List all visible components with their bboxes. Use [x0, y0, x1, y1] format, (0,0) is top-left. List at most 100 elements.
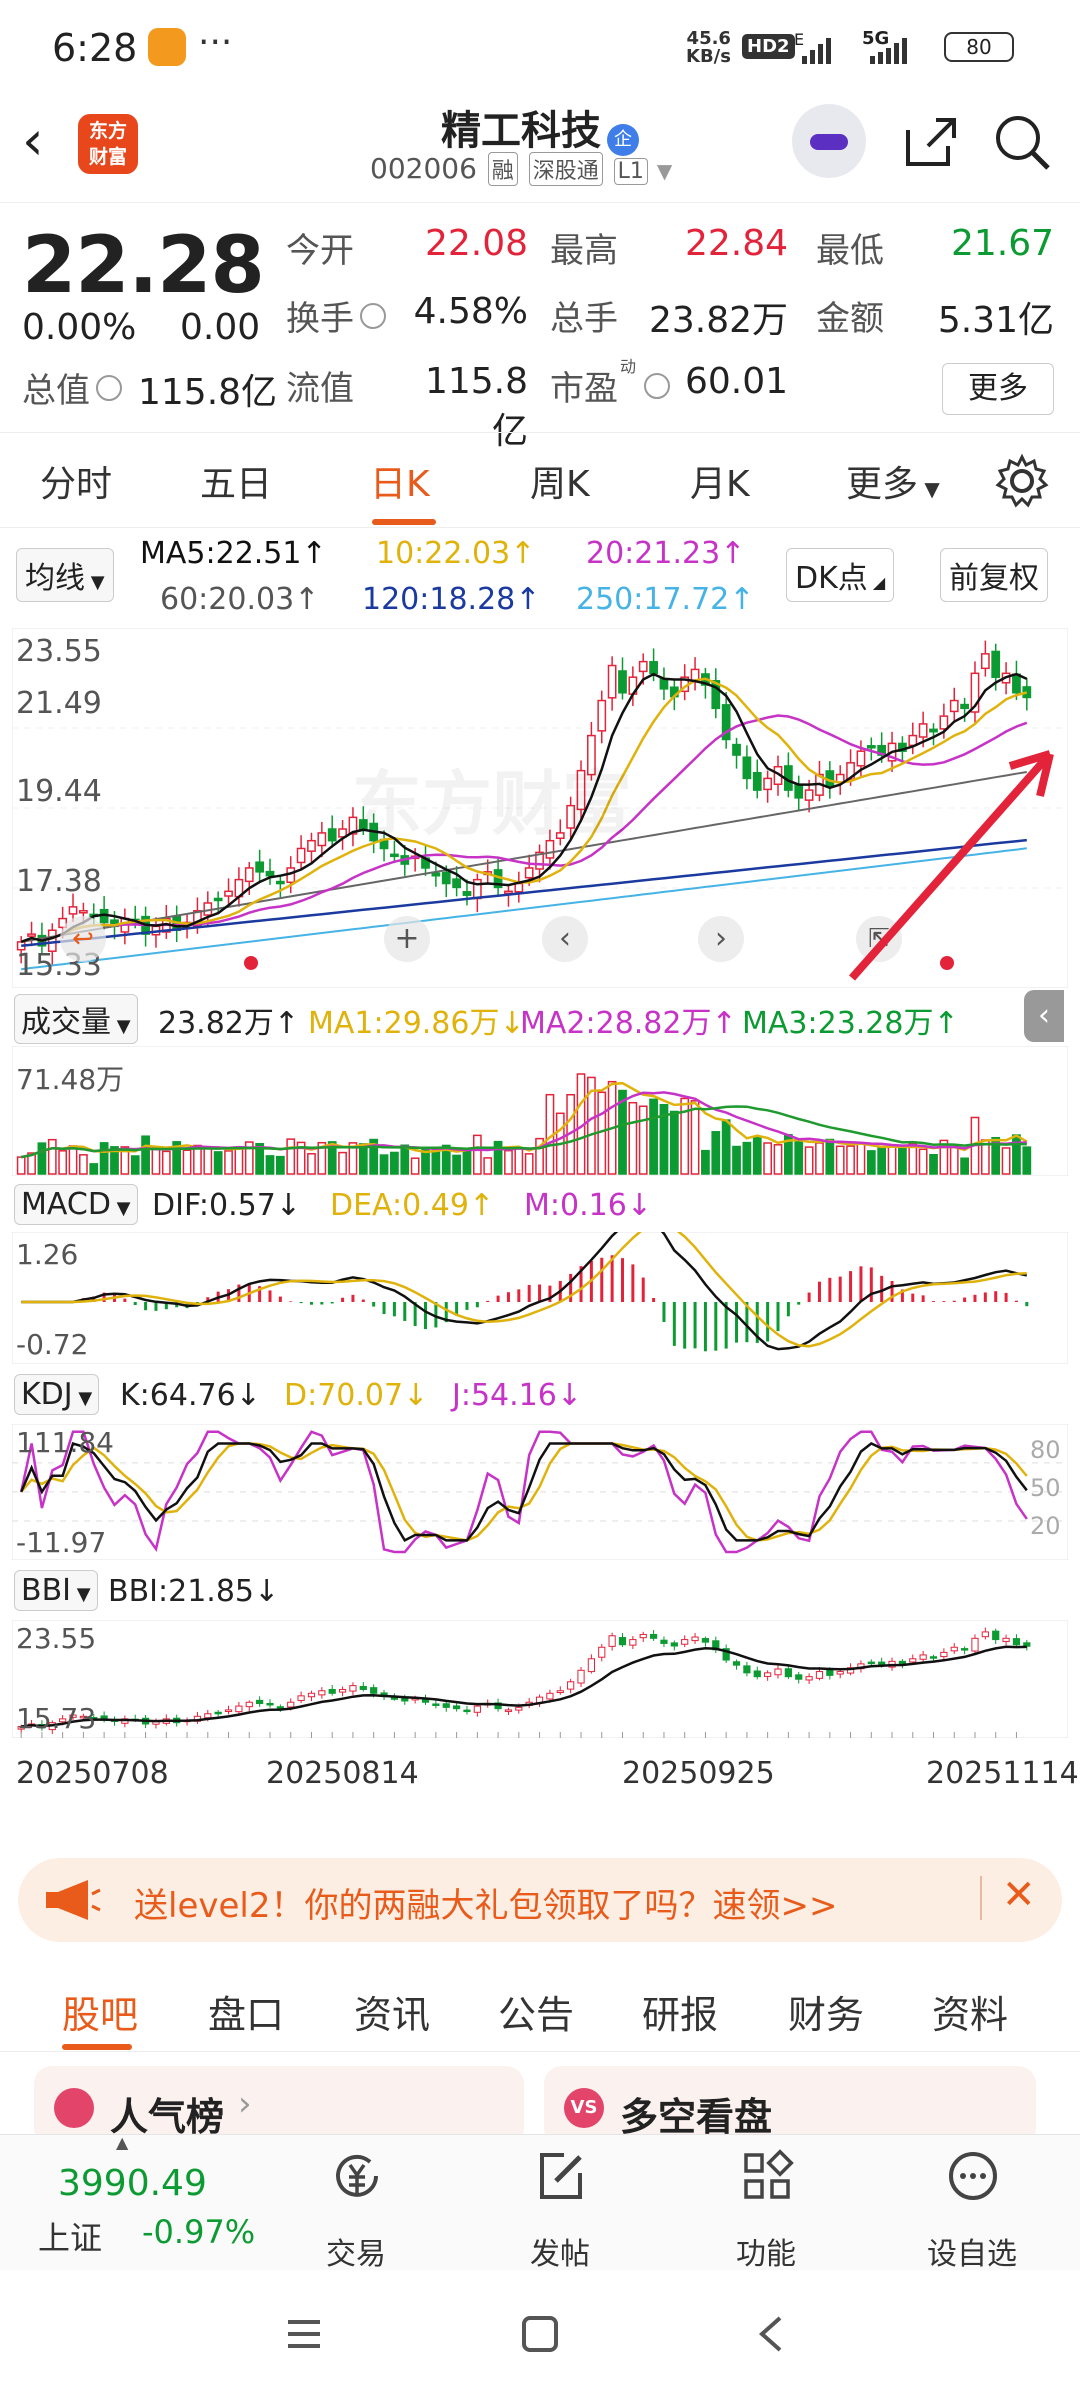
bbi-selector[interactable]: BBI ▼: [14, 1570, 98, 1611]
bbi-candle-body: [649, 1634, 658, 1639]
volume-ma2: MA2:28.82万↑: [520, 1006, 737, 1041]
settings-gear-icon[interactable]: [994, 453, 1050, 509]
chart-zoom-out-icon[interactable]: ↩: [60, 916, 106, 962]
volume-bar: [37, 1142, 47, 1175]
net-speed-unit: KB/s: [686, 46, 731, 67]
event-dot-1[interactable]: [244, 956, 258, 970]
tab-research[interactable]: 研报: [642, 1993, 719, 2037]
back-nav-icon[interactable]: [752, 2314, 792, 2354]
back-icon[interactable]: ‹: [22, 109, 44, 172]
kdj-chart[interactable]: [12, 1424, 1068, 1560]
volume-selector[interactable]: 成交量 ▼: [14, 994, 138, 1044]
tab-announcements[interactable]: 公告: [498, 1993, 575, 2037]
tab-intraday[interactable]: 分时: [40, 464, 113, 505]
macd-m: M:0.16↓: [524, 1188, 652, 1223]
kline-chart[interactable]: [12, 628, 1068, 988]
index-value[interactable]: 3990.49: [58, 2163, 207, 2204]
tab-daily-k[interactable]: 日K: [370, 464, 430, 505]
dk-point-button[interactable]: DK点 ◢: [786, 548, 895, 602]
volume-chart[interactable]: [12, 1046, 1068, 1176]
bbi-candle-body: [442, 1703, 450, 1708]
bbi-candle-body: [992, 1630, 1000, 1641]
net-speed: 45.6 KB/s: [686, 30, 731, 66]
kdj-selector[interactable]: KDJ ▼: [14, 1374, 100, 1415]
tab-monthly-k[interactable]: 月K: [690, 464, 750, 505]
app-notification-icon: [148, 28, 186, 66]
chevron-right-icon: ›: [238, 2084, 252, 2124]
date-label-2: 20250814: [266, 1756, 419, 1791]
macd-dif: DIF:0.57↓: [152, 1188, 301, 1223]
tab-news[interactable]: 资讯: [354, 1993, 431, 2037]
adjust-button[interactable]: 前复权: [940, 548, 1048, 602]
more-button[interactable]: 更多: [942, 363, 1054, 415]
float-label: 流值: [286, 369, 354, 409]
chart-prev-icon[interactable]: ‹: [542, 916, 588, 962]
recent-apps-icon[interactable]: [284, 2314, 324, 2354]
tab-profile[interactable]: 资料: [932, 1993, 1009, 2037]
chart-next-icon[interactable]: ›: [698, 916, 744, 962]
tab-weekly-k[interactable]: 周K: [530, 464, 590, 505]
bbi-line: [21, 1645, 1027, 1728]
volume-bar: [991, 1136, 1001, 1175]
assistant-robot-icon[interactable]: [792, 104, 866, 178]
ma10-value: 10:22.03↑: [376, 536, 536, 571]
ma-selector[interactable]: 均线 ▼: [16, 548, 114, 602]
app-logo[interactable]: 东方 财富: [78, 114, 138, 174]
bbi-candle-body: [815, 1671, 824, 1679]
kdj-j: J:54.16↓: [452, 1378, 582, 1413]
turnover-info-icon[interactable]: [360, 303, 386, 329]
ma-selector-caret-icon: ▼: [85, 572, 105, 593]
bbi-chart[interactable]: [12, 1620, 1068, 1738]
volume-bar: [224, 1150, 233, 1175]
macd-selector-label: MACD: [21, 1187, 111, 1222]
tab-more[interactable]: 更多 ▼: [846, 455, 940, 507]
macd-selector[interactable]: MACD ▼: [14, 1184, 138, 1225]
share-icon[interactable]: [898, 110, 962, 174]
tab-five-day[interactable]: 五日: [200, 464, 273, 505]
volume-bar: [441, 1144, 451, 1175]
bbi-candle-body: [463, 1709, 471, 1713]
close-icon[interactable]: ✕: [1002, 1872, 1036, 1918]
candle-body: [338, 828, 347, 838]
candle-body: [566, 804, 576, 829]
active-tab-indicator: [372, 519, 436, 525]
bbi-candle-body: [59, 1718, 67, 1723]
volume-ma3: MA3:23.28万↑: [742, 1006, 959, 1041]
stock-code-line[interactable]: 002006 融 深股通 L1 ▼: [370, 152, 730, 186]
title-area: 精工科技企: [360, 98, 720, 156]
bbi-candle-body: [691, 1636, 699, 1642]
collapse-panel-icon[interactable]: ‹: [1024, 990, 1064, 1042]
event-dot-2[interactable]: [940, 956, 954, 970]
volume-caret-icon: ▼: [111, 1016, 131, 1037]
pe-info-icon[interactable]: [644, 373, 670, 399]
candle-body: [856, 750, 866, 767]
kline-axis-y4: 17.38: [16, 864, 102, 899]
last-price: 22.28: [22, 221, 265, 311]
candle-body: [348, 816, 358, 835]
volume-bar: [701, 1149, 710, 1175]
turnover-label: 换手: [286, 299, 354, 339]
mktcap-info-icon[interactable]: [96, 375, 122, 401]
ma-legend: 均线 ▼ MA5:22.51↑ 10:22.03↑ 20:21.23↑ 60:2…: [0, 536, 1080, 626]
volume-ma3-line: [20, 1105, 1027, 1159]
tab-finance[interactable]: 财务: [788, 1993, 865, 2037]
kdj-k: K:64.76↓: [120, 1378, 261, 1413]
bbi-candle-body: [473, 1705, 481, 1713]
search-icon[interactable]: [990, 110, 1054, 174]
bbi-candle-body: [401, 1697, 409, 1702]
promo-banner[interactable]: 送level2！你的两融大礼包领取了吗？速领>> ✕: [18, 1858, 1062, 1942]
period-tabs: 分时 五日 日K 周K 月K 更多 ▼: [0, 432, 1080, 528]
macd-chart[interactable]: [12, 1232, 1068, 1364]
tab-pankou[interactable]: 盘口: [208, 1993, 285, 2037]
chart-plus-icon[interactable]: +: [384, 916, 430, 962]
bbi-candle-body: [722, 1648, 730, 1661]
candle-body: [441, 871, 451, 885]
long-short-card[interactable]: VS 多空看盘: [544, 2066, 1036, 2134]
edit-icon: [540, 2153, 582, 2199]
popularity-card[interactable]: 人气榜 ›: [34, 2066, 524, 2134]
home-icon[interactable]: [520, 2314, 560, 2354]
tab-guba[interactable]: 股吧: [62, 1993, 139, 2037]
bbi-candle-body: [846, 1667, 855, 1674]
volume-bar: [452, 1154, 461, 1175]
kline-axis-y3: 19.44: [16, 774, 102, 809]
